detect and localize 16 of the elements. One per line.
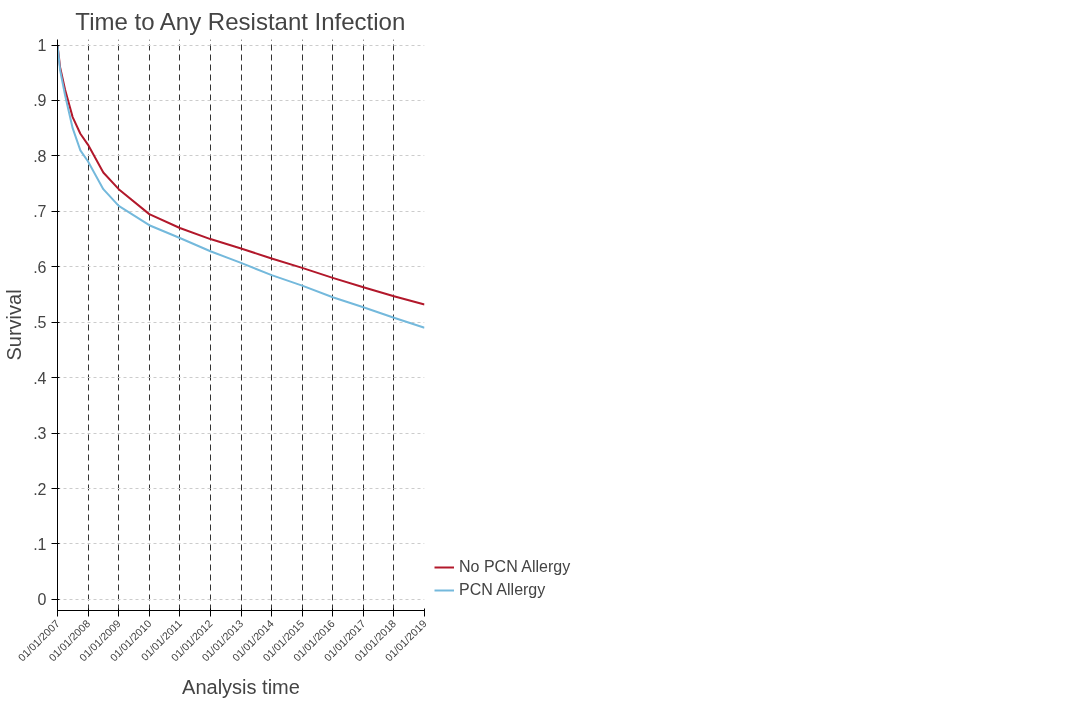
y-tick-label: 1 <box>37 37 47 55</box>
y-tick-label: .2 <box>33 480 47 498</box>
y-tick-label: .4 <box>33 369 47 387</box>
legend-label: PCN Allergy <box>459 581 546 599</box>
y-tick-label: .1 <box>33 535 47 553</box>
x-axis-title: Analysis time <box>182 675 300 698</box>
y-tick-label: .6 <box>33 258 47 276</box>
chart-title: Time to Any Resistant Infection <box>75 7 406 35</box>
y-axis-title: Survival <box>3 289 26 361</box>
legend-label: No PCN Allergy <box>459 558 571 576</box>
y-tick-label: .8 <box>33 147 47 165</box>
y-tick-label: .7 <box>33 203 47 221</box>
y-tick-label: .3 <box>33 425 47 443</box>
y-tick-label: .9 <box>33 92 47 110</box>
y-tick-label: .5 <box>33 314 47 332</box>
y-tick-label: 0 <box>37 591 47 609</box>
